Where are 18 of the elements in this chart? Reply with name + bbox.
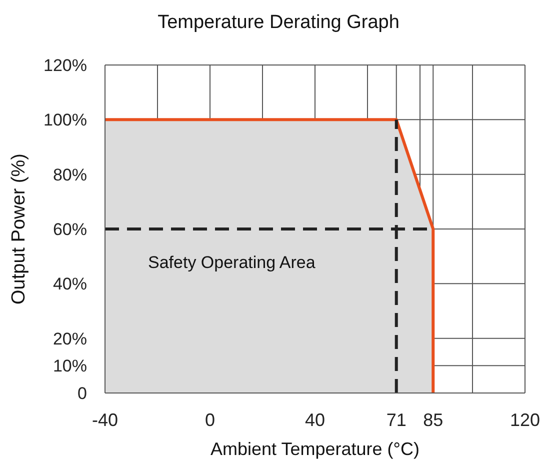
x-tick-label: 120 xyxy=(510,410,540,430)
y-tick-label: 120% xyxy=(44,56,87,76)
x-tick-label: 85 xyxy=(423,410,444,430)
annotation: Safety Operating Area xyxy=(148,253,316,273)
x-axis-title: Ambient Temperature (°C) xyxy=(210,439,420,459)
x-tick-label: 40 xyxy=(304,410,326,430)
y-tick-label: 20% xyxy=(52,329,87,348)
y-tick-label: 10% xyxy=(52,356,87,376)
y-tick-label: 40% xyxy=(52,274,87,294)
y-tick-label: 60% xyxy=(52,220,87,240)
y-axis-title: Output Power (%) xyxy=(8,154,30,304)
chart-title: Temperature Derating Graph xyxy=(156,12,400,34)
x-tick-label: 0 xyxy=(204,410,216,430)
x-tick-label: 71 xyxy=(386,410,406,430)
x-tick-label: -40 xyxy=(92,410,118,430)
y-tick-label: 0 xyxy=(78,384,87,404)
y-tick-label: 100% xyxy=(44,110,87,130)
y-tick-label: 80% xyxy=(52,165,87,184)
